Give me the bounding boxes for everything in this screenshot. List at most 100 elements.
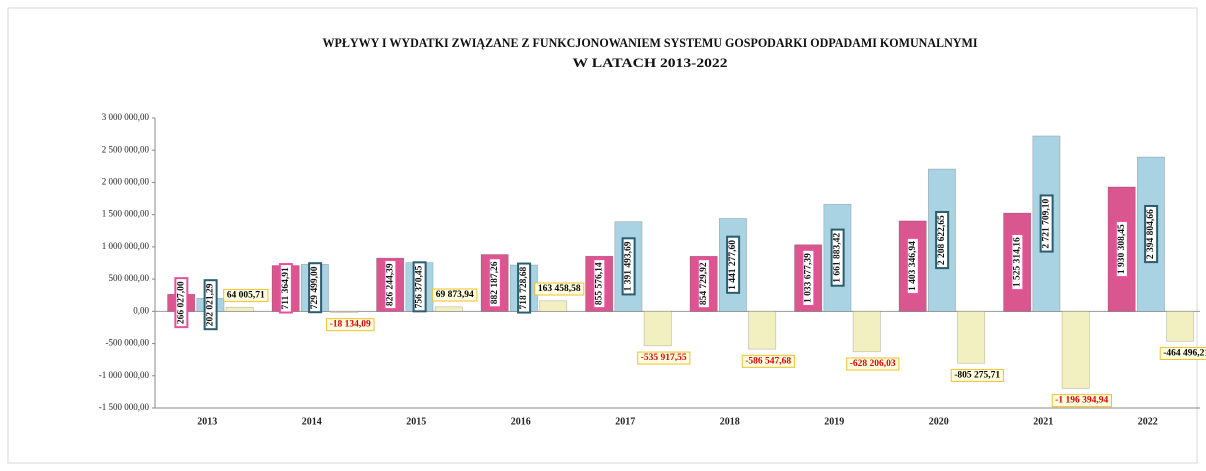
data-label-text: 855 576,14 xyxy=(594,262,604,305)
label-box xyxy=(1039,194,1054,253)
data-label: 855 576,14 xyxy=(592,258,607,310)
label-box xyxy=(223,288,269,302)
data-label: 202 021,29 xyxy=(203,279,218,331)
y-tick-label: 3 000 000,00 xyxy=(102,112,150,122)
y-tick-label: -500 000,00 xyxy=(106,338,150,348)
data-label: 1 661 883,42 xyxy=(830,228,845,287)
data-label: 1 441 277,60 xyxy=(726,235,741,294)
label-box xyxy=(950,368,1004,382)
y-tick-label: 1 000 000,00 xyxy=(102,241,150,251)
data-label: 266 027,00 xyxy=(174,277,189,329)
label-box xyxy=(383,259,398,311)
data-label: 64 005,71 xyxy=(223,288,269,302)
label-box xyxy=(517,262,532,314)
x-tick-label: 2022 xyxy=(1138,416,1158,427)
label-box xyxy=(801,248,816,307)
data-label-text: 202 021,29 xyxy=(206,283,216,326)
bar xyxy=(1003,212,1032,312)
data-label-text: -464 496,21 xyxy=(1163,348,1206,358)
label-box xyxy=(432,288,478,302)
x-tick-label: 2015 xyxy=(406,416,426,427)
label-box xyxy=(846,357,900,371)
label-box xyxy=(1010,232,1025,292)
data-label: -628 206,03 xyxy=(846,357,900,371)
bar xyxy=(539,300,568,312)
data-label: 1 033 677,39 xyxy=(801,248,816,307)
label-box xyxy=(412,261,427,313)
data-label-text: 826 244,39 xyxy=(385,263,395,306)
y-tick-label: 1 500 000,00 xyxy=(102,209,150,219)
data-label: 1 525 314,16 xyxy=(1010,232,1025,292)
y-tick-label: 500 000,00 xyxy=(109,273,150,283)
data-label-text: 266 027,00 xyxy=(176,281,186,324)
label-box xyxy=(326,318,375,332)
bar xyxy=(1061,311,1090,389)
data-label: 718 728,68 xyxy=(517,262,532,314)
x-tick-label: 2014 xyxy=(302,416,322,427)
data-label-text: 1 930 308,45 xyxy=(1117,224,1127,274)
label-box xyxy=(621,237,636,296)
data-label: 69 873,94 xyxy=(432,288,478,302)
data-label-text: 2 208 622,65 xyxy=(937,215,947,265)
y-tick-label: 2 500 000,00 xyxy=(102,144,150,154)
data-label: 826 244,39 xyxy=(383,259,398,311)
label-box xyxy=(1144,204,1159,264)
data-label-text: 69 873,94 xyxy=(436,290,474,300)
label-box xyxy=(1051,394,1112,408)
data-label: -805 275,71 xyxy=(950,368,1004,382)
data-label: 756 370,45 xyxy=(412,261,427,313)
data-label-text: 854 729,92 xyxy=(699,262,709,305)
bar xyxy=(1166,311,1195,342)
data-label: 854 729,92 xyxy=(696,258,711,310)
data-label-text: 1 033 677,39 xyxy=(803,253,813,303)
data-label-text: 1 403 346,94 xyxy=(908,241,918,291)
data-label: -464 496,21 xyxy=(1159,346,1206,360)
data-label-text: -18 134,09 xyxy=(330,320,371,330)
label-box xyxy=(726,235,741,294)
data-label-text: 2 394 804,66 xyxy=(1146,209,1156,259)
bar xyxy=(225,306,254,312)
label-box xyxy=(487,257,502,309)
data-label-text: 1 661 883,42 xyxy=(833,233,843,283)
data-label-text: -586 547,68 xyxy=(745,356,791,366)
x-tick-label: 2021 xyxy=(1033,416,1053,427)
data-label: 729 499,00 xyxy=(308,262,323,314)
data-label: 1 391 493,69 xyxy=(621,237,636,296)
label-box xyxy=(696,258,711,310)
data-label-text: 1 391 493,69 xyxy=(624,241,634,291)
label-box xyxy=(174,277,189,329)
chart-title: W LATACH 2013-2022 xyxy=(573,55,728,70)
x-tick-label: 2017 xyxy=(615,416,635,427)
data-label: -1 196 394,94 xyxy=(1051,394,1112,408)
y-tick-label: -1 000 000,00 xyxy=(99,370,150,380)
data-label-text: -628 206,03 xyxy=(850,359,896,369)
data-label-text: 711 364,91 xyxy=(281,267,291,309)
data-label-text: 64 005,71 xyxy=(227,290,265,300)
x-tick-label: 2019 xyxy=(824,416,844,427)
data-label-text: -535 917,55 xyxy=(641,353,687,363)
bar xyxy=(643,311,672,347)
data-label-text: -805 275,71 xyxy=(954,370,1000,380)
label-box xyxy=(534,282,585,296)
data-label-text: 718 728,68 xyxy=(519,267,529,310)
y-tick-label: -1 500 000,00 xyxy=(99,402,150,412)
data-label-text: 882 187,26 xyxy=(490,261,500,304)
data-label: 711 364,91 xyxy=(278,263,293,314)
label-box xyxy=(203,279,218,331)
data-label: 2 721 709,10 xyxy=(1039,194,1054,253)
x-tick-label: 2016 xyxy=(511,416,531,427)
label-box xyxy=(278,263,293,314)
label-box xyxy=(308,262,323,314)
data-label: -535 917,55 xyxy=(637,351,691,365)
bar xyxy=(748,311,777,350)
data-label-text: 1 441 277,60 xyxy=(728,240,738,290)
data-label-text: 729 499,00 xyxy=(310,266,320,309)
x-tick-label: 2020 xyxy=(929,416,949,427)
bar xyxy=(330,311,359,313)
data-label: 882 187,26 xyxy=(487,257,502,309)
data-label: 163 458,58 xyxy=(534,282,585,296)
label-box xyxy=(1159,346,1206,360)
label-box xyxy=(905,236,920,296)
label-box xyxy=(592,258,607,310)
label-box xyxy=(935,210,950,270)
